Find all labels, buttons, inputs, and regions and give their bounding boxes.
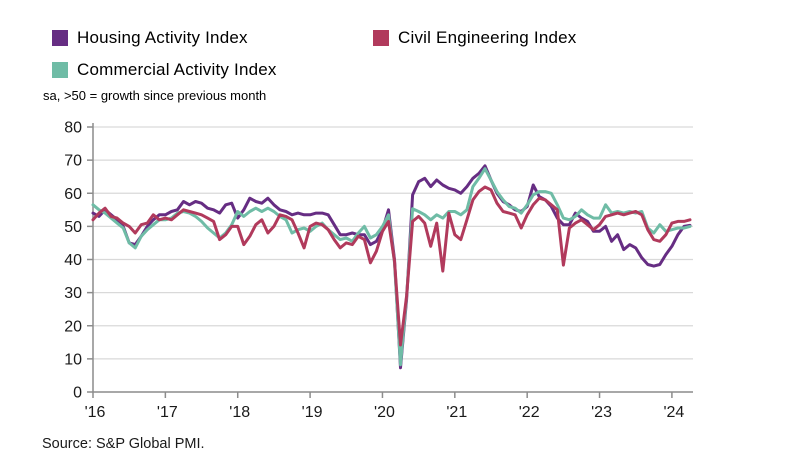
svg-text:20: 20 <box>64 318 82 335</box>
svg-text:'19: '19 <box>302 404 323 421</box>
series-line <box>91 164 692 370</box>
legend-item-commercial: Commercial Activity Index <box>52 60 277 80</box>
svg-text:60: 60 <box>64 186 82 203</box>
svg-text:'21: '21 <box>446 404 467 421</box>
chart-subtitle: sa, >50 = growth since previous month <box>43 88 267 103</box>
legend-label-civil: Civil Engineering Index <box>398 28 577 47</box>
series-line <box>91 185 692 347</box>
svg-text:0: 0 <box>73 385 82 402</box>
legend-label-housing: Housing Activity Index <box>77 28 248 47</box>
svg-text:70: 70 <box>64 153 82 170</box>
commercial-swatch-icon <box>52 62 68 78</box>
svg-text:'24: '24 <box>663 404 684 421</box>
legend-item-civil: Civil Engineering Index <box>373 28 576 48</box>
series-line <box>91 167 692 367</box>
svg-text:'18: '18 <box>229 404 250 421</box>
svg-text:'20: '20 <box>374 404 395 421</box>
housing-swatch-icon <box>52 30 68 46</box>
svg-text:10: 10 <box>64 351 82 368</box>
svg-text:80: 80 <box>64 120 82 137</box>
svg-text:'22: '22 <box>519 404 540 421</box>
svg-text:30: 30 <box>64 285 82 302</box>
svg-text:'16: '16 <box>85 404 106 421</box>
legend-label-commercial: Commercial Activity Index <box>77 60 277 79</box>
civil-swatch-icon <box>373 30 389 46</box>
legend-item-housing: Housing Activity Index <box>52 28 248 48</box>
source-note: Source: S&P Global PMI. <box>42 436 205 452</box>
svg-text:'23: '23 <box>591 404 612 421</box>
svg-text:'17: '17 <box>157 404 178 421</box>
svg-text:40: 40 <box>64 252 82 269</box>
svg-text:50: 50 <box>64 219 82 236</box>
